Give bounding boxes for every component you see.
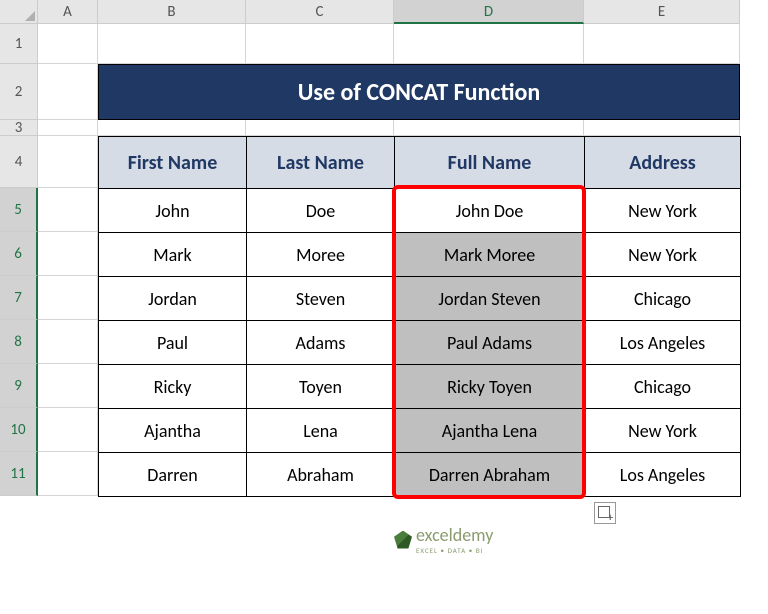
cell[interactable]	[38, 232, 98, 276]
table-row: PaulAdamsPaul AdamsLos Angeles	[99, 321, 741, 365]
table-cell[interactable]: Paul	[99, 321, 247, 365]
table-cell[interactable]: Mark Moree	[395, 233, 585, 277]
table-cell[interactable]: New York	[585, 189, 741, 233]
cell[interactable]	[38, 320, 98, 364]
cell[interactable]	[38, 120, 98, 136]
table-cell[interactable]: Toyen	[247, 365, 395, 409]
row-header-5[interactable]: 5	[0, 188, 38, 232]
column-header-C[interactable]: C	[246, 0, 394, 24]
watermark-sub: EXCEL • DATA • BI	[416, 546, 493, 555]
table-cell[interactable]: Ajantha	[99, 409, 247, 453]
table-row: AjanthaLenaAjantha LenaNew York	[99, 409, 741, 453]
row-header-7[interactable]: 7	[0, 276, 38, 320]
row-header-9[interactable]: 9	[0, 364, 38, 408]
exceldemy-logo-icon	[394, 531, 412, 549]
cell[interactable]	[246, 24, 394, 64]
table-row: RickyToyenRicky ToyenChicago	[99, 365, 741, 409]
column-header-D[interactable]: D	[394, 0, 584, 24]
table-header[interactable]: Full Name	[395, 137, 585, 189]
title-text: Use of CONCAT Function	[298, 78, 541, 107]
table-cell[interactable]: John	[99, 189, 247, 233]
table-row: MarkMoreeMark MoreeNew York	[99, 233, 741, 277]
table-header[interactable]: Last Name	[247, 137, 395, 189]
cell[interactable]	[38, 24, 98, 64]
table-cell[interactable]: Paul Adams	[395, 321, 585, 365]
table-cell[interactable]: New York	[585, 409, 741, 453]
cell[interactable]	[38, 64, 98, 120]
table-cell[interactable]: Steven	[247, 277, 395, 321]
table-cell[interactable]: Ricky	[99, 365, 247, 409]
table-cell[interactable]: Los Angeles	[585, 321, 741, 365]
row-header-6[interactable]: 6	[0, 232, 38, 276]
row-header-8[interactable]: 8	[0, 320, 38, 364]
table-header-row: First NameLast NameFull NameAddress	[99, 137, 741, 189]
cell[interactable]	[98, 24, 246, 64]
table-cell[interactable]: Jordan Steven	[395, 277, 585, 321]
table-cell[interactable]: Chicago	[585, 277, 741, 321]
cell[interactable]	[38, 188, 98, 232]
table-cell[interactable]: Mark	[99, 233, 247, 277]
cell[interactable]	[394, 120, 584, 136]
cell[interactable]	[246, 120, 394, 136]
table-cell[interactable]: Los Angeles	[585, 453, 741, 497]
table-cell[interactable]: Adams	[247, 321, 395, 365]
column-header-E[interactable]: E	[584, 0, 740, 24]
column-headers: ABCDE	[0, 0, 740, 24]
cell[interactable]	[584, 120, 740, 136]
row-header-2[interactable]: 2	[0, 64, 38, 120]
cell[interactable]	[584, 24, 740, 64]
cell[interactable]	[38, 136, 98, 188]
autofill-options-icon[interactable]	[594, 502, 616, 524]
row-header-3[interactable]: 3	[0, 120, 38, 136]
row-header-10[interactable]: 10	[0, 408, 38, 452]
select-all-corner[interactable]	[0, 0, 38, 24]
watermark: exceldemy EXCEL • DATA • BI	[394, 524, 493, 555]
cell[interactable]	[38, 408, 98, 452]
column-header-B[interactable]: B	[98, 0, 246, 24]
watermark-text: exceldemy	[416, 524, 493, 546]
title-banner: Use of CONCAT Function	[98, 64, 740, 120]
table-row: JohnDoeJohn DoeNew York	[99, 189, 741, 233]
table-cell[interactable]: Lena	[247, 409, 395, 453]
column-header-A[interactable]: A	[38, 0, 98, 24]
row-header-4[interactable]: 4	[0, 136, 38, 188]
table-cell[interactable]: Abraham	[247, 453, 395, 497]
data-table: First NameLast NameFull NameAddress John…	[98, 136, 741, 497]
cell[interactable]	[38, 452, 98, 496]
table-row: JordanStevenJordan StevenChicago	[99, 277, 741, 321]
table-cell[interactable]: Ajantha Lena	[395, 409, 585, 453]
row-headers: 1234567891011	[0, 24, 38, 496]
table-cell[interactable]: Doe	[247, 189, 395, 233]
cell[interactable]	[394, 24, 584, 64]
cell[interactable]	[38, 276, 98, 320]
table-cell[interactable]: Jordan	[99, 277, 247, 321]
table-header[interactable]: Address	[585, 137, 741, 189]
table-cell[interactable]: John Doe	[395, 189, 585, 233]
table-row: DarrenAbrahamDarren AbrahamLos Angeles	[99, 453, 741, 497]
row-header-1[interactable]: 1	[0, 24, 38, 64]
table-header[interactable]: First Name	[99, 137, 247, 189]
table-cell[interactable]: Moree	[247, 233, 395, 277]
table-cell[interactable]: New York	[585, 233, 741, 277]
table-cell[interactable]: Ricky Toyen	[395, 365, 585, 409]
table-cell[interactable]: Chicago	[585, 365, 741, 409]
cell[interactable]	[38, 364, 98, 408]
table-body: JohnDoeJohn DoeNew YorkMarkMoreeMark Mor…	[99, 189, 741, 497]
cell[interactable]	[98, 120, 246, 136]
row-header-11[interactable]: 11	[0, 452, 38, 496]
table-cell[interactable]: Darren	[99, 453, 247, 497]
table-cell[interactable]: Darren Abraham	[395, 453, 585, 497]
